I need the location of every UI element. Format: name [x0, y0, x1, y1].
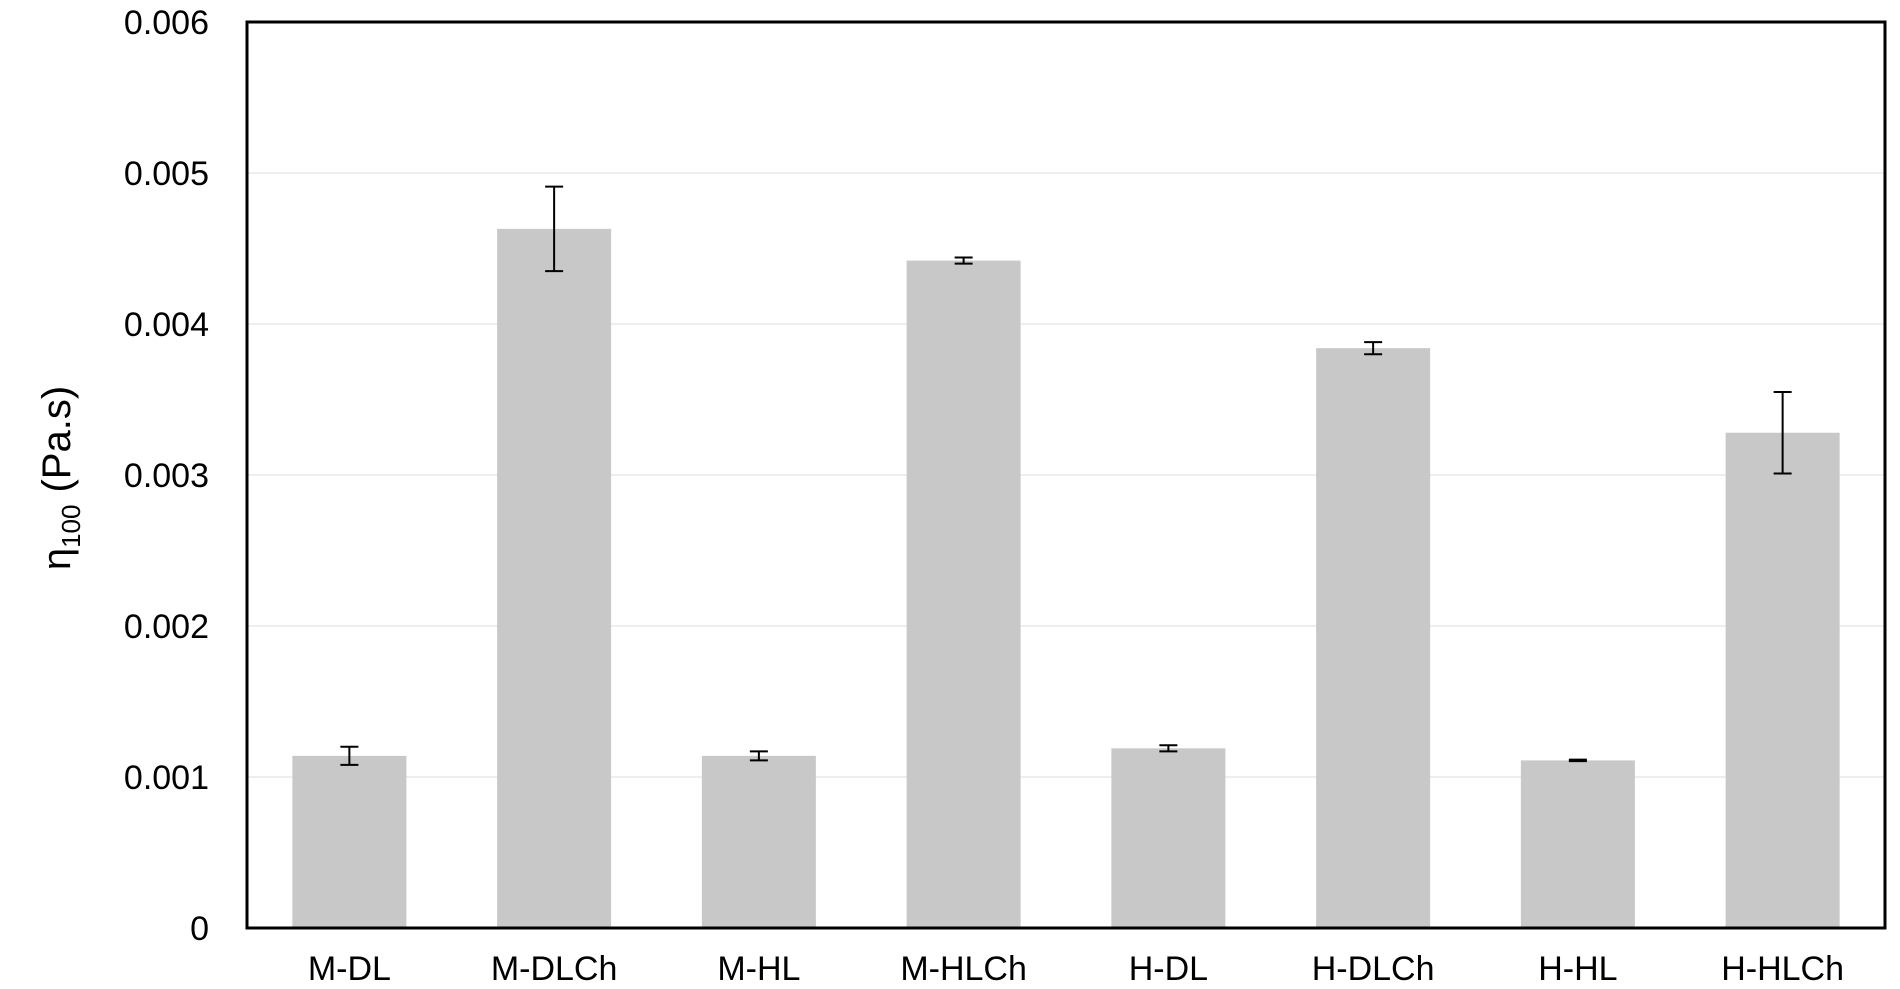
error-bar-h-dlch	[1364, 341, 1383, 356]
y-tick-label: 0.003	[124, 457, 209, 495]
x-tick-label: M-HLCh	[900, 950, 1027, 988]
error-bar-m-hl	[749, 750, 768, 762]
x-tick-label: H-HL	[1538, 950, 1617, 988]
error-bar-m-hlch	[954, 256, 973, 265]
x-tick-label: M-DL	[308, 950, 391, 988]
error-bar-h-dl	[1159, 744, 1178, 753]
bar-m-dlch	[497, 228, 612, 928]
y-tick-label: 0	[190, 910, 209, 948]
plot-frame	[245, 20, 1887, 930]
x-tick-label: H-DL	[1129, 950, 1208, 988]
x-tick-label: H-DLCh	[1312, 950, 1435, 988]
y-tick-label: 0.001	[124, 759, 209, 797]
y-tick-label: 0.005	[124, 155, 209, 193]
y-axis-ticks: 0 0.001 0.002 0.003 0.004 0.005 0.006	[124, 4, 209, 948]
gridlines	[247, 172, 1885, 778]
x-tick-label: M-HL	[717, 950, 800, 988]
error-bar-m-dl	[340, 745, 359, 766]
bar-h-dl	[1111, 748, 1226, 928]
y-axis-label-unit: (Pa.s)	[35, 386, 79, 493]
bar-h-dlch	[1316, 348, 1431, 928]
y-tick-label: 0.002	[124, 608, 209, 646]
error-bar-m-dlch	[545, 185, 564, 273]
y-axis-label: η100 (Pa.s)	[35, 386, 86, 570]
bars	[292, 228, 1840, 929]
y-tick-label: 0.004	[124, 306, 209, 344]
bar-m-hl	[701, 755, 816, 928]
y-tick-label: 0.006	[124, 4, 209, 42]
bar-h-hlch	[1725, 432, 1840, 928]
bar-h-hl	[1520, 760, 1635, 928]
y-axis-label-symbol: η	[35, 548, 79, 570]
bar-m-dl	[292, 755, 407, 928]
y-axis-label-subscript: 100	[56, 505, 86, 548]
error-bars	[340, 185, 1792, 766]
x-axis-ticks: M-DL M-DLCh M-HL M-HLCh H-DL H-DLCh H-HL H-HLCh	[308, 950, 1844, 988]
bar-m-hlch	[906, 260, 1021, 929]
error-bar-h-hl	[1568, 758, 1587, 763]
x-tick-label: M-DLCh	[491, 950, 618, 988]
x-tick-label: H-HLCh	[1721, 950, 1844, 988]
error-bar-h-hlch	[1773, 390, 1792, 475]
